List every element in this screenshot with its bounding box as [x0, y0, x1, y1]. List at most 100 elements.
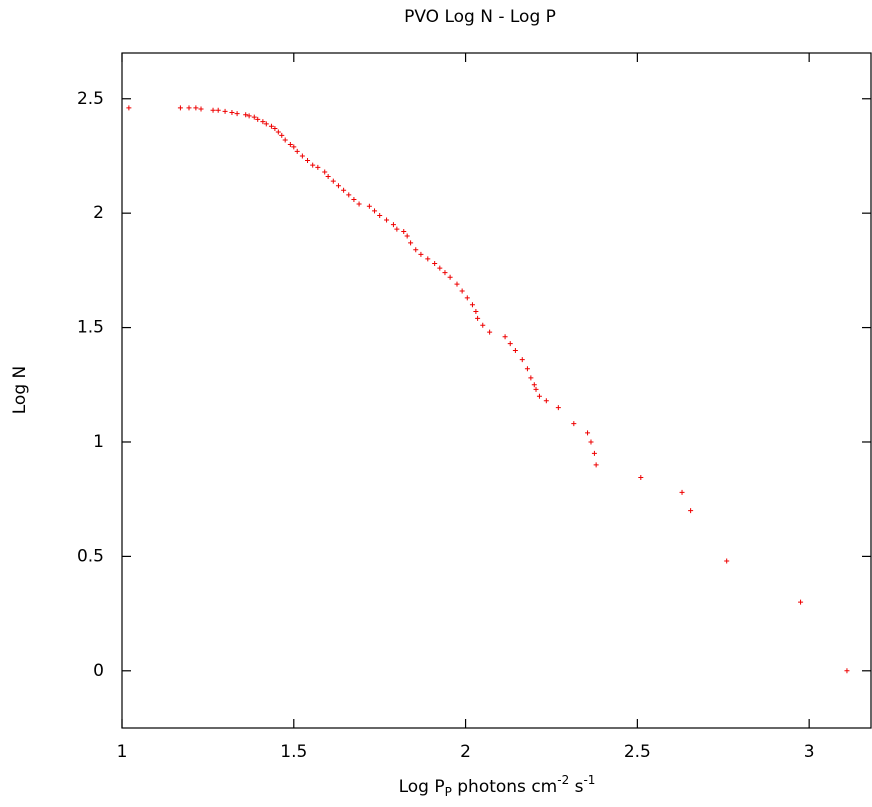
x-label-part: -1	[583, 773, 595, 787]
data-point	[272, 126, 278, 132]
x-tick-label: 2	[460, 742, 471, 762]
x-tick-label: 2.5	[624, 742, 651, 762]
data-point	[243, 112, 249, 118]
data-point	[442, 270, 448, 276]
data-point	[679, 489, 685, 495]
data-point	[591, 450, 597, 456]
data-point	[475, 315, 481, 321]
data-point	[394, 226, 400, 232]
data-point	[291, 144, 297, 150]
data-point	[294, 148, 300, 154]
data-point	[126, 105, 132, 111]
data-point	[531, 382, 537, 388]
data-point	[798, 599, 804, 605]
data-point	[593, 462, 599, 468]
data-point	[356, 201, 362, 207]
data-point	[507, 341, 513, 347]
data-point	[255, 116, 261, 122]
data-point	[437, 265, 443, 271]
data-point	[543, 398, 549, 404]
data-point	[447, 274, 453, 280]
data-point	[315, 164, 321, 170]
data-point	[325, 174, 331, 180]
data-point	[533, 386, 539, 392]
data-point	[177, 105, 183, 111]
y-tick-label: 2	[93, 203, 104, 223]
data-point	[215, 107, 221, 113]
data-point	[571, 421, 577, 427]
data-point	[502, 334, 508, 340]
plot-frame	[121, 52, 872, 729]
data-point	[341, 187, 347, 193]
data-point	[275, 129, 281, 135]
data-point	[425, 256, 431, 262]
y-tick-label: 2.5	[77, 89, 104, 109]
data-point	[528, 375, 534, 381]
data-point	[330, 178, 336, 184]
chart-title: PVO Log N - Log P	[404, 7, 556, 27]
y-axis-label: Log N	[10, 366, 30, 415]
data-point	[234, 111, 240, 117]
y-tick-label: 1.5	[77, 318, 104, 338]
data-point	[469, 302, 475, 308]
data-point	[464, 295, 470, 301]
data-point	[638, 474, 644, 480]
data-point	[335, 183, 341, 189]
data-point	[260, 119, 266, 125]
data-point	[299, 153, 305, 159]
data-point	[186, 105, 192, 111]
data-point	[229, 109, 235, 115]
data-point	[305, 158, 311, 164]
data-point	[404, 233, 410, 239]
y-tick-label: 1	[93, 432, 104, 452]
data-point	[555, 405, 561, 411]
x-axis-label: Log PP photons cm-2 s-1	[399, 773, 596, 799]
data-point	[390, 222, 396, 228]
data-point	[473, 309, 479, 315]
data-point	[413, 247, 419, 253]
data-point	[519, 357, 525, 363]
x-label-part: s	[569, 777, 583, 797]
x-label-part: photons cm	[452, 777, 557, 797]
data-point	[346, 192, 352, 198]
data-point	[282, 137, 288, 143]
y-tick-label: 0	[93, 661, 104, 681]
data-point	[524, 366, 530, 372]
data-point	[536, 393, 542, 399]
data-point	[372, 208, 378, 214]
data-point	[198, 106, 204, 112]
data-point	[585, 430, 591, 436]
data-point	[487, 329, 493, 335]
data-point	[512, 347, 518, 353]
data-point	[210, 107, 216, 113]
data-point	[724, 558, 730, 564]
data-point	[418, 251, 424, 257]
data-point	[268, 123, 274, 129]
data-point	[322, 169, 328, 175]
data-point	[377, 212, 383, 218]
data-point	[408, 240, 414, 246]
data-point	[351, 196, 357, 202]
data-point	[366, 203, 372, 209]
data-point	[279, 132, 285, 138]
data-point	[588, 439, 594, 445]
data-point	[251, 114, 257, 120]
x-label-part: P	[445, 785, 452, 799]
x-tick-label: 3	[804, 742, 815, 762]
y-tick-label: 0.5	[77, 546, 104, 566]
x-tick-label: 1	[117, 742, 128, 762]
data-point	[459, 288, 465, 294]
data-point	[193, 105, 199, 111]
x-tick-label: 1.5	[280, 742, 307, 762]
data-point	[384, 217, 390, 223]
data-point	[310, 162, 316, 168]
data-point	[401, 228, 407, 234]
x-label-part: Log P	[399, 777, 445, 797]
data-point	[222, 108, 228, 114]
data-point	[263, 121, 269, 127]
data-point	[287, 142, 293, 148]
data-point	[480, 322, 486, 328]
data-point	[454, 281, 460, 287]
x-label-part: -2	[557, 773, 569, 787]
